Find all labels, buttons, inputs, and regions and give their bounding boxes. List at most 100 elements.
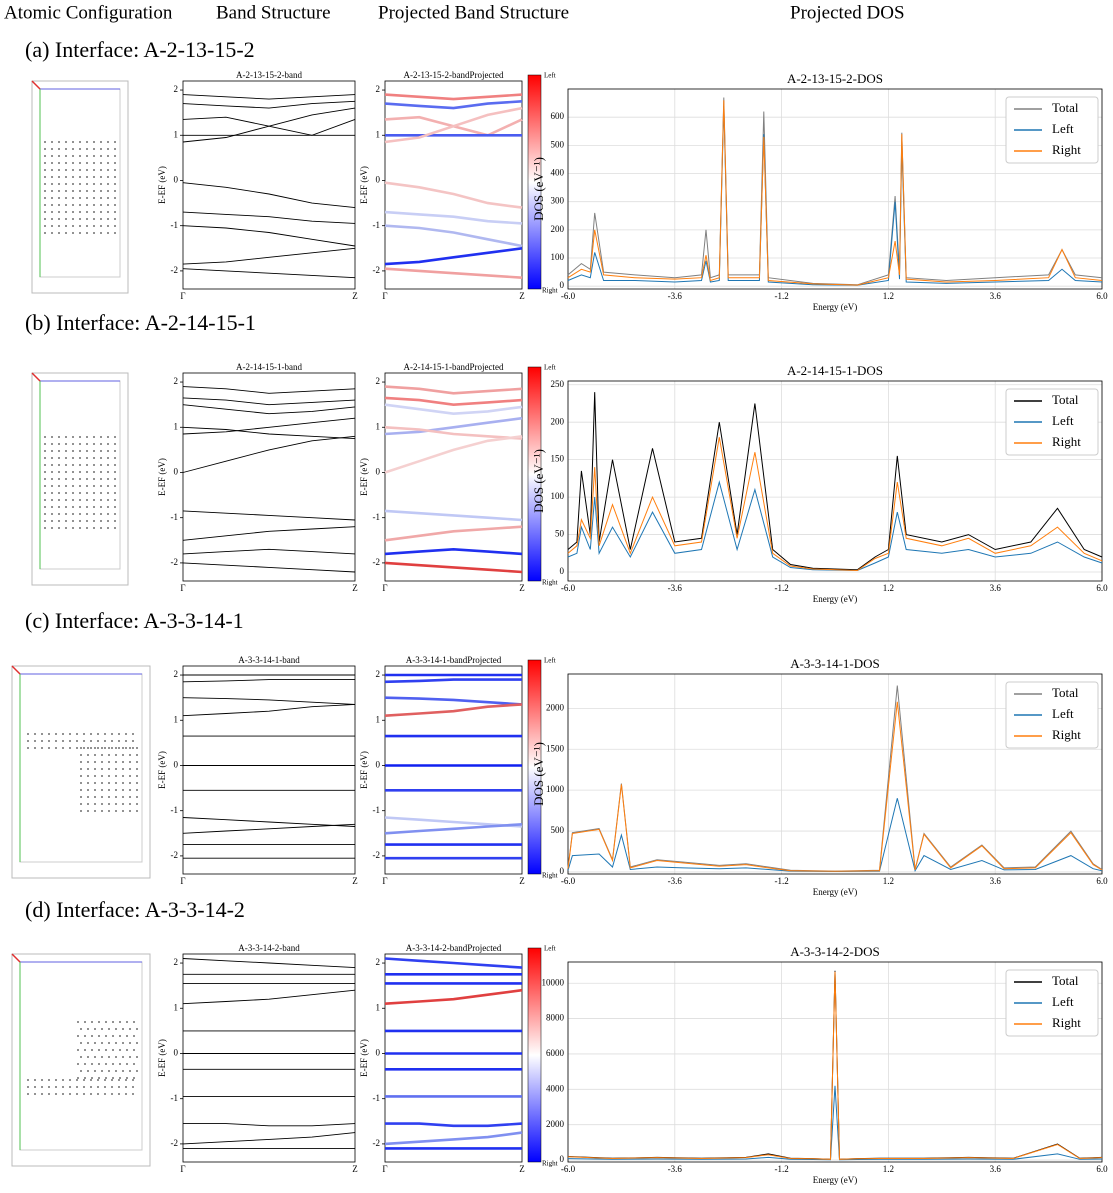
atom [51, 464, 53, 466]
atom [136, 1056, 138, 1058]
band-line [183, 511, 355, 520]
atom [55, 740, 57, 742]
band-line [183, 398, 355, 405]
column-header: Projected Band Structure [378, 2, 569, 23]
atom [115, 782, 117, 784]
band-line [385, 226, 522, 246]
dos-line [568, 1086, 1102, 1160]
atom [104, 740, 106, 742]
y-tick-label: 1500 [546, 743, 565, 753]
atom [107, 232, 109, 234]
atom [77, 1049, 79, 1051]
atom [100, 464, 102, 466]
atom [51, 183, 53, 185]
atom [51, 218, 53, 220]
atom [65, 485, 67, 487]
atom [86, 190, 88, 192]
atom [84, 1021, 86, 1023]
atom [41, 733, 43, 735]
y-tick-label: 1 [174, 421, 179, 431]
atom [107, 478, 109, 480]
atom [44, 464, 46, 466]
atom [48, 1079, 50, 1081]
atom [58, 197, 60, 199]
atom [58, 506, 60, 508]
atom [125, 747, 127, 749]
atom [65, 141, 67, 143]
atom [125, 1093, 127, 1095]
band-line [385, 698, 522, 705]
band-line [385, 824, 522, 833]
atom [87, 810, 89, 812]
x-tick-label: 6.0 [1096, 876, 1108, 886]
y-tick-label: 8000 [546, 1013, 565, 1023]
atom [126, 1063, 128, 1065]
atom [91, 1035, 93, 1037]
atom [114, 155, 116, 157]
atom [94, 1056, 96, 1058]
atom [69, 733, 71, 735]
y-tick-label: 0 [560, 566, 565, 576]
atom [79, 478, 81, 480]
atom [58, 176, 60, 178]
atom [86, 506, 88, 508]
atom [83, 1093, 85, 1095]
y-tick-label: -1 [171, 805, 179, 815]
atom [77, 1077, 79, 1079]
atom [27, 1093, 29, 1095]
legend-label: Total [1052, 973, 1079, 988]
legend-label: Total [1052, 685, 1079, 700]
atom [69, 740, 71, 742]
atom [115, 1070, 117, 1072]
atom [58, 527, 60, 529]
y-tick-label: -2 [373, 850, 381, 860]
atom [136, 1028, 138, 1030]
atom [51, 492, 53, 494]
y-tick-label: 100 [551, 252, 565, 262]
atom [94, 768, 96, 770]
y-tick-label: 1 [376, 1002, 381, 1012]
atom [80, 1070, 82, 1072]
x-tick-label: -6.0 [561, 583, 576, 593]
atom [44, 218, 46, 220]
atom [27, 1079, 29, 1081]
atom [44, 506, 46, 508]
x-tick-label: Z [519, 1164, 525, 1174]
atom [44, 197, 46, 199]
atom [34, 733, 36, 735]
band-line [183, 680, 355, 682]
atom [80, 789, 82, 791]
atom [98, 1021, 100, 1023]
x-tick-label: Z [352, 1164, 358, 1174]
atom [114, 148, 116, 150]
atom [122, 1028, 124, 1030]
atom [79, 204, 81, 206]
atom [94, 754, 96, 756]
atom [86, 520, 88, 522]
y-tick-label: 150 [551, 454, 565, 464]
y-tick-label: 2 [174, 957, 179, 967]
atom [84, 1049, 86, 1051]
atom [122, 803, 124, 805]
y-tick-label: 0 [560, 280, 565, 290]
atom [51, 485, 53, 487]
y-tick-label: 250 [551, 379, 565, 389]
legend-label: Right [1052, 1015, 1081, 1030]
atom [93, 197, 95, 199]
atom [133, 1063, 135, 1065]
y-axis-label: DOS (eV⁻¹) [531, 449, 546, 513]
atom [58, 190, 60, 192]
atom [51, 527, 53, 529]
y-tick-label: -2 [373, 1138, 381, 1148]
y-tick-label: 2 [174, 84, 179, 94]
atom [100, 436, 102, 438]
atom [72, 506, 74, 508]
atom [79, 162, 81, 164]
y-tick-label: 400 [551, 168, 565, 178]
atom [136, 747, 138, 749]
y-tick-label: 2 [376, 669, 381, 679]
atom [72, 436, 74, 438]
atom [77, 1021, 79, 1023]
y-tick-label: 2 [376, 957, 381, 967]
atom [87, 782, 89, 784]
